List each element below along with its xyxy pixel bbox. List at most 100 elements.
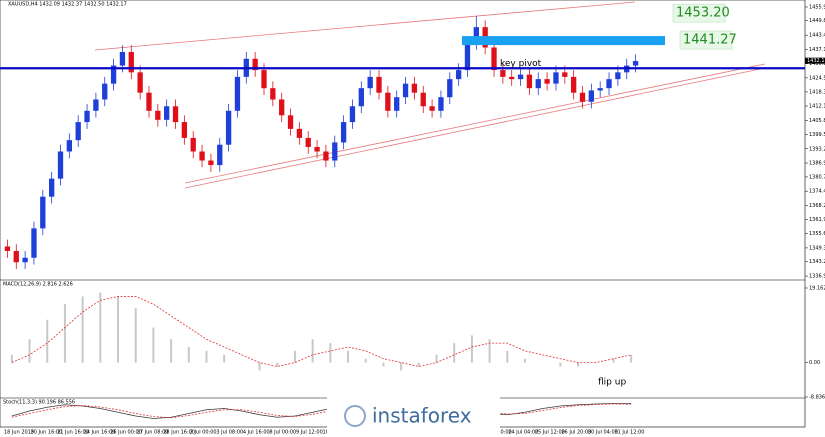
candle-body [517,74,524,80]
candle-body [615,72,621,80]
x-tick-label: 28 Jun 16:00 [163,430,195,436]
candle-body [332,142,338,161]
macd-bar [63,304,66,363]
x-tick-label: 30 Jul 04:00 [588,430,618,436]
target-label: 1453.20 [676,6,730,21]
y-tick-label: 1424.55 [809,75,825,81]
candle-body [323,151,329,161]
candle-body [509,76,515,80]
candle-body [57,151,64,179]
macd-bar [99,292,102,363]
stoch-signal [11,403,632,419]
macd-bar [400,362,403,371]
candle-body [208,160,214,166]
y-tick-label: 1430.85 [809,61,825,67]
y-tick-label: 1393.20 [809,146,825,152]
candle-body [119,52,126,66]
plot-frame [0,0,806,428]
candle-body [93,99,99,111]
candle-body [190,137,196,152]
x-tick-label: 18 Jun 2019 [4,430,34,436]
candle-body [570,76,577,93]
y-tick-label: 1380.75 [809,174,825,180]
main-title: XAUUSD,H4 1432.09 1432.37 1432.50 1432.1… [8,2,127,8]
x-tick-label: 27 Jun 08:00 [137,430,169,436]
candle-body [464,42,471,71]
candle-body [340,122,347,143]
y-tick-label: 1455.90 [809,5,825,11]
candle-body [544,79,550,84]
macd-signal [11,296,632,367]
macd-title: MACD(12,26,9) 2.816 2.626 [3,282,73,288]
macd-bar [347,350,350,363]
y-tick-label: 1437.15 [809,47,825,53]
y-tick-label: 1336.90 [809,274,825,280]
trend-line [184,68,761,189]
candle-body [40,196,46,229]
candle-body [367,76,373,89]
macd-bar [435,354,438,363]
price-tag-label: 1432.17 [807,58,825,64]
candle-body [526,74,533,89]
candle-body [394,97,400,111]
trend-line [184,63,766,184]
candle-body [164,106,170,120]
candle-body [13,250,19,263]
candle-body [234,76,241,111]
y-tick-label: 1361.90 [809,217,825,223]
candle-body [473,27,479,43]
candle-body [411,83,418,93]
candle-body [579,92,586,102]
x-tick-label: 20 Jun 16:00 [31,430,63,436]
y-tick-label: 1349.35 [809,245,825,251]
x-tick-label: 26 Jul 20:00 [561,430,591,436]
candle-body [172,106,179,123]
x-tick-label: 8 Jul 00:00 [269,430,296,436]
candle-body [49,178,55,197]
stoch-title: Stoch(11,3,3) 90.196 86.556 [3,400,75,406]
y-tick-label: 1449.85 [809,18,825,24]
y-tick-label: 1418.35 [809,89,825,95]
candle-body [606,79,612,89]
macd-bar [488,339,491,363]
price-tag [805,57,825,64]
candle-body [270,88,276,100]
macd-bar [382,362,385,367]
candle-body [84,110,90,123]
x-tick-label: 9 Jul 12:00 [296,430,323,436]
x-tick-label: 4 Jul 16:00 [243,430,270,436]
macd-bar [223,354,226,363]
macd-bar [187,347,190,363]
x-tick-label: 24 Jun 16:00 [84,430,116,436]
x-tick-label: 26 Jun 00:00 [110,430,142,436]
candle-body [296,128,303,138]
pivot-label: key pivot [500,59,542,69]
candle-body [4,246,11,251]
candle-body [438,97,444,111]
candle-body [110,65,117,84]
macd-bar [134,308,137,363]
target-box [672,3,726,23]
macd-bar [46,319,49,363]
y-tick-label: 19.162 [809,286,825,292]
candle-body [155,110,161,120]
y-tick-label: 1399.50 [809,132,825,138]
candle-body [66,140,73,152]
macd-bar [205,350,208,363]
y-tick-label: 1443.45 [809,33,825,39]
candle-body [217,144,223,166]
candle-body [75,122,81,141]
macd-bar [630,354,633,363]
candle-body [500,70,506,77]
watermark-text: instaforex [372,404,472,428]
candle-body [181,122,188,138]
candle-body [588,90,594,102]
watermark-logo [344,405,366,427]
macd-bar [506,350,509,363]
candle-body [31,228,37,258]
y-tick-label: 1343.25 [809,259,825,265]
candle-body [225,110,232,145]
candle-body [146,92,152,111]
candle-body [385,92,391,111]
candle-body [261,70,267,89]
